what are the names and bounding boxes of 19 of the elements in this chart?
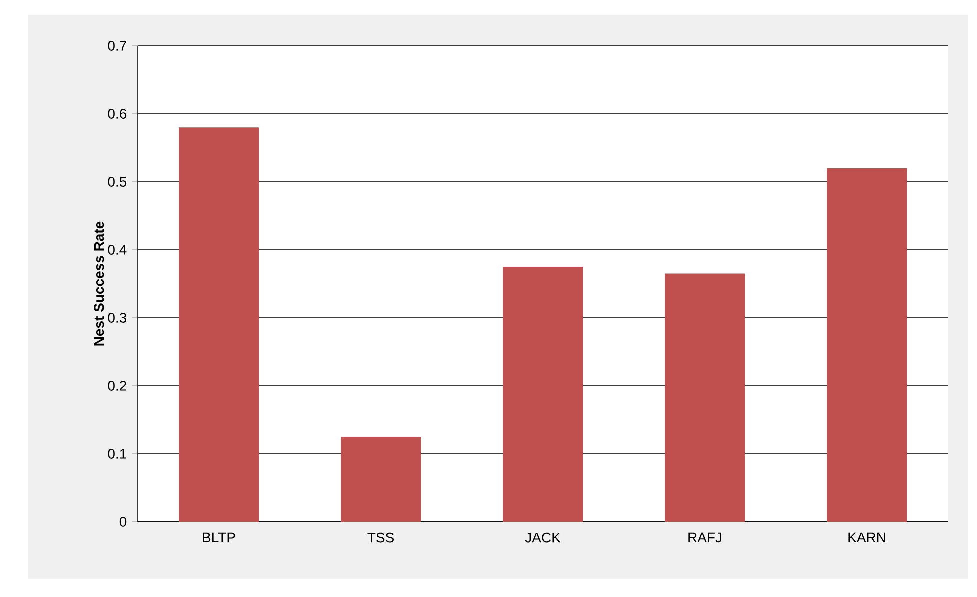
y-tick-label: 0.7: [108, 41, 126, 51]
bar: [341, 436, 422, 522]
y-tick-label: 0.1: [108, 449, 126, 459]
bar: [827, 168, 908, 522]
y-tick-label: 0.6: [108, 109, 127, 119]
x-tick-label: RAFJ: [688, 532, 722, 543]
y-tick-label: 0.3: [108, 313, 127, 323]
x-tick-label: JACK: [525, 532, 561, 543]
x-tick-label: KARN: [848, 532, 886, 542]
x-tick-label: TSS: [368, 532, 394, 543]
bar: [179, 128, 260, 522]
y-axis-title: Nest Success Rate: [94, 222, 104, 346]
x-tick-label: BLTP: [203, 532, 236, 542]
y-tick-label: 0.2: [108, 381, 126, 391]
bar: [665, 274, 746, 522]
bar: [503, 266, 584, 522]
y-tick-label: 0.4: [108, 245, 127, 255]
y-tick-label: 0: [120, 517, 127, 527]
y-tick-label: 0.5: [108, 177, 127, 187]
